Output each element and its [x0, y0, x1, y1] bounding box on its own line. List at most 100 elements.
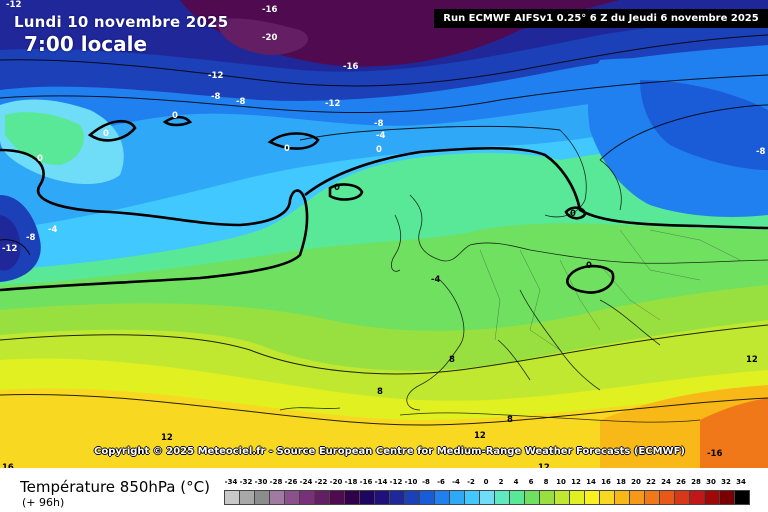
contour-label: 12: [474, 431, 486, 441]
scale-tick: -24: [299, 478, 313, 486]
contour-label: -12: [208, 71, 223, 81]
contour-label: 12: [538, 463, 550, 468]
contour-label: 0: [586, 261, 592, 271]
scale-tick: 12: [571, 478, 581, 486]
scale-tick: 10: [556, 478, 566, 486]
forecast-time: 7:00 locale: [24, 32, 148, 56]
contour-label: -12: [6, 0, 21, 10]
variable-title: Température 850hPa (°C): [20, 478, 210, 496]
scale-swatch: [344, 490, 360, 505]
contour-label: -4: [431, 275, 441, 285]
scale-swatch: [539, 490, 555, 505]
contour-label: -12: [2, 244, 17, 254]
contour-label: -16: [707, 449, 722, 459]
contour-label: 0: [284, 144, 290, 154]
scale-swatch: [374, 490, 390, 505]
contour-label: -16: [262, 5, 277, 15]
scale-swatch: [629, 490, 645, 505]
scale-tick: -16: [359, 478, 373, 486]
contour-label: 0: [334, 183, 340, 193]
scale-swatch: [224, 490, 240, 505]
scale-swatch: [524, 490, 540, 505]
scale-tick: -10: [404, 478, 418, 486]
contour-label: 16: [2, 463, 14, 468]
scale-swatch: [359, 490, 375, 505]
contour-label: 0: [376, 145, 382, 155]
scale-tick: -14: [374, 478, 388, 486]
east-cold-core: [640, 80, 768, 170]
contour-label: 12: [161, 433, 173, 443]
contour-label: -8: [374, 119, 384, 129]
scale-tick: 4: [513, 478, 519, 486]
color-band-minus20: [215, 18, 309, 55]
contour-label: 8: [449, 355, 455, 365]
scale-tick: 2: [498, 478, 504, 486]
scale-swatch: [509, 490, 525, 505]
scale-swatch: [719, 490, 735, 505]
scale-tick: 34: [736, 478, 746, 486]
scale-tick: 22: [646, 478, 656, 486]
scale-swatch: [704, 490, 720, 505]
scale-tick: -22: [314, 478, 328, 486]
contour-label: -8: [756, 147, 766, 157]
run-info: Run ECMWF AIFSv1 0.25° 6 Z du Jeudi 6 no…: [434, 9, 768, 28]
scale-swatch: [554, 490, 570, 505]
contour-label: -20: [262, 33, 277, 43]
scale-swatch: [659, 490, 675, 505]
scale-tick: 6: [528, 478, 534, 486]
scale-tick: -20: [329, 478, 343, 486]
scale-tick: -28: [269, 478, 283, 486]
scale-tick: 26: [676, 478, 686, 486]
scale-tick: 18: [616, 478, 626, 486]
scale-tick: -8: [422, 478, 430, 486]
scale-swatch: [239, 490, 255, 505]
contour-label: -4: [48, 225, 58, 235]
scale-tick: 24: [661, 478, 671, 486]
contour-label: 8: [507, 415, 513, 425]
scale-tick: 0: [483, 478, 489, 486]
scale-swatch: [269, 490, 285, 505]
contour-label: -4: [376, 131, 386, 141]
scale-tick: -32: [239, 478, 253, 486]
scale-swatch: [584, 490, 600, 505]
scale-swatch: [614, 490, 630, 505]
scale-tick: 30: [706, 478, 716, 486]
scale-swatch: [674, 490, 690, 505]
scale-swatch: [734, 490, 750, 505]
scale-swatch: [569, 490, 585, 505]
scale-tick: 32: [721, 478, 731, 486]
contour-label: 0: [570, 209, 576, 219]
zero-isotherm: [0, 115, 768, 294]
scale-swatch: [329, 490, 345, 505]
contour-label: -8: [236, 97, 246, 107]
scale-swatch: [404, 490, 420, 505]
contour-label: 0: [37, 154, 43, 164]
scale-swatch: [479, 490, 495, 505]
greenland-zero-area: [5, 112, 84, 165]
isolines: [0, 34, 768, 426]
scale-tick: -12: [389, 478, 403, 486]
copyright-text: Copyright © 2025 Meteociel.fr - Source E…: [94, 446, 685, 457]
scale-swatch: [389, 490, 405, 505]
contour-label: -8: [211, 92, 221, 102]
scale-swatch: [449, 490, 465, 505]
scale-tick: 14: [586, 478, 596, 486]
contour-label: 0: [172, 111, 178, 121]
cold-pool-west-core: [0, 215, 21, 271]
scale-swatch: [299, 490, 315, 505]
coastlines: [279, 129, 768, 423]
scale-swatch: [644, 490, 660, 505]
scale-tick: -4: [452, 478, 460, 486]
scale-tick: -6: [437, 478, 445, 486]
scale-swatch: [419, 490, 435, 505]
scale-tick: 28: [691, 478, 701, 486]
forecast-hour: (+ 96h): [22, 496, 65, 509]
contour-label: 0: [103, 129, 109, 139]
contour-label: 8: [377, 387, 383, 397]
contour-label: 12: [746, 355, 758, 365]
scale-swatch: [254, 490, 270, 505]
scale-swatch: [284, 490, 300, 505]
scale-tick: -18: [344, 478, 358, 486]
contour-label: -16: [343, 62, 358, 72]
